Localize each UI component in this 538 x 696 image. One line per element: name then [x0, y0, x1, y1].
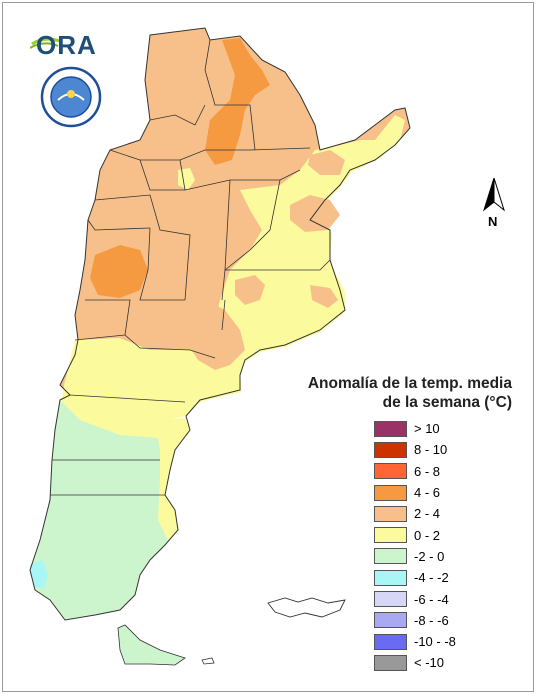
legend-label: < -10 [414, 655, 444, 671]
legend-item: > 10 [374, 418, 456, 439]
ora-logo-text: ORA [36, 30, 97, 60]
legend-title: Anomalía de la temp. media de la semana … [280, 374, 512, 412]
legend-swatch [374, 633, 407, 650]
legend-label: -4 - -2 [414, 570, 449, 586]
map-region-green-patagonia [30, 400, 178, 620]
legend-label: 8 - 10 [414, 442, 448, 458]
legend-title-line-2: de la semana (°C) [382, 394, 512, 411]
legend-swatch [374, 441, 407, 458]
map-malvinas-islands [267, 597, 346, 618]
legend-swatch [374, 505, 407, 522]
legend-item: -4 - -2 [374, 567, 456, 588]
legend-item: -10 - -8 [374, 631, 456, 652]
map-region-orange-ba3 [310, 285, 338, 308]
map-small-island [201, 657, 215, 665]
legend-swatch [374, 420, 407, 437]
legend-swatch [374, 484, 407, 501]
legend-item: 4 - 6 [374, 482, 456, 503]
legend-item: -2 - 0 [374, 546, 456, 567]
map-region-orange-ba2 [235, 275, 265, 305]
map-province-borders [50, 39, 331, 496]
map-region-tierra-del-fuego [117, 624, 186, 666]
map-country-outline [29, 27, 411, 621]
legend-swatch [374, 569, 407, 586]
legend-title-line-1: Anomalía de la temp. media [307, 375, 512, 392]
north-arrow-icon [483, 177, 505, 212]
map-region-orange-ba [180, 300, 245, 370]
map-region-yellow-east [65, 115, 405, 422]
legend-label: 6 - 8 [414, 463, 441, 479]
north-label: N [488, 214, 498, 229]
legend-label: 4 - 6 [414, 485, 441, 501]
legend-item: < -10 [374, 652, 456, 673]
legend-item: 0 - 2 [374, 524, 456, 545]
legend-swatch [374, 548, 407, 565]
legend-item: 2 - 4 [374, 503, 456, 524]
legend-swatch [374, 612, 407, 629]
map-region-dark-orange-nw [205, 38, 270, 165]
map-region-dark-orange-west [90, 245, 148, 298]
legend-item: -6 - -4 [374, 588, 456, 609]
map-region-orange-cba [200, 200, 240, 240]
legend-label: -6 - -4 [414, 591, 449, 607]
legend-label: > 10 [414, 421, 440, 437]
legend-swatch [374, 654, 407, 671]
legend-swatch [374, 527, 407, 544]
legend-label: -2 - 0 [414, 548, 445, 564]
legend-label: -8 - -6 [414, 612, 449, 628]
legend-item: -8 - -6 [374, 610, 456, 631]
legend-label: 0 - 2 [414, 527, 441, 543]
map-region-yellow-coast [155, 418, 190, 540]
legend-swatch [374, 463, 407, 480]
smn-logo-seal [40, 66, 102, 128]
ora-logo [30, 37, 61, 49]
legend-swatch [374, 591, 407, 608]
map-region-orange-ne [308, 150, 345, 175]
legend-label: -10 - -8 [414, 634, 456, 650]
legend-item: 6 - 8 [374, 461, 456, 482]
map-region-cyan-west [30, 560, 48, 588]
legend-label: 2 - 4 [414, 506, 441, 522]
legend-item: 8 - 10 [374, 439, 456, 460]
legend: > 10 8 - 10 6 - 8 4 - 6 2 - 4 0 - 2 -2 - 0 -4 -… [374, 418, 456, 674]
